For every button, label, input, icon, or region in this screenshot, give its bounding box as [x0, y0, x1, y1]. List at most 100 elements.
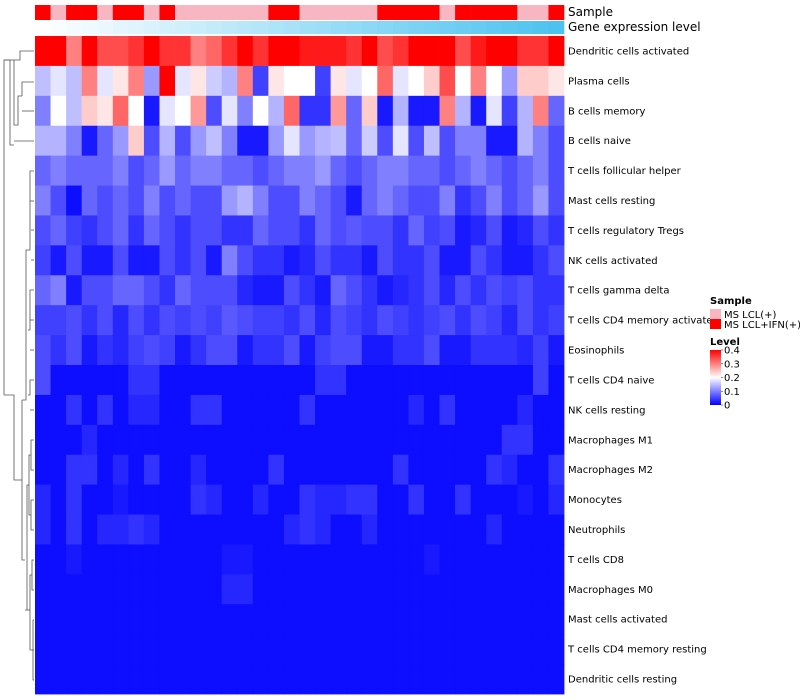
gene-annotation-cell: [159, 21, 176, 34]
heatmap-cell: [221, 514, 238, 545]
heatmap-cell: [81, 574, 98, 605]
heatmap-cell: [190, 245, 207, 276]
heatmap-cell: [66, 514, 83, 545]
heatmap-cell: [517, 335, 534, 366]
gene-annotation-cell: [330, 21, 347, 34]
gene-annotation-cell: [283, 21, 300, 34]
heatmap-cell: [408, 275, 425, 306]
heatmap-cell: [159, 335, 176, 366]
heatmap-cell: [486, 275, 503, 306]
heatmap-cell: [408, 335, 425, 366]
sample-annotation-cell: [283, 5, 300, 20]
heatmap-cell: [486, 155, 503, 186]
heatmap-cell: [517, 275, 534, 306]
heatmap-cell: [377, 514, 394, 545]
heatmap-cell: [423, 365, 440, 396]
heatmap-cell: [408, 634, 425, 665]
heatmap-cell: [143, 36, 160, 67]
heatmap-cell: [501, 484, 518, 515]
heatmap-cell: [66, 634, 83, 665]
heatmap-cell: [283, 155, 300, 186]
heatmap-cell: [97, 275, 114, 306]
heatmap-cell: [128, 544, 145, 575]
heatmap-cell: [423, 484, 440, 515]
sample-annotation-cell: [66, 5, 82, 20]
heatmap-cell: [81, 454, 98, 486]
heatmap-cell: [97, 155, 114, 186]
heatmap-cell: [175, 245, 191, 276]
heatmap-cell: [361, 514, 378, 545]
heatmap-cell: [221, 664, 238, 695]
heatmap-cell: [159, 394, 176, 426]
heatmap-cell: [190, 604, 207, 635]
heatmap-cell: [501, 125, 518, 157]
heatmap-cell: [35, 245, 51, 276]
sample-annotation-cell: [175, 5, 191, 20]
heatmap-cell: [470, 574, 487, 605]
heatmap-cell: [315, 305, 332, 336]
heatmap-cell: [35, 185, 51, 216]
heatmap-cell: [455, 215, 472, 246]
heatmap-cell: [532, 365, 549, 396]
gene-annotation-cell: [315, 21, 331, 34]
gene-annotation-cell: [252, 21, 269, 34]
heatmap-cell: [237, 365, 254, 396]
heatmap-cell: [221, 36, 238, 67]
row-dendrogram: [3, 50, 34, 681]
heatmap-cell: [486, 484, 503, 515]
heatmap-cell: [50, 424, 67, 456]
heatmap-cell: [81, 65, 98, 97]
heatmap-cell: [175, 514, 191, 545]
heatmap-cell: [268, 484, 285, 515]
heatmap-cell: [548, 155, 565, 186]
heatmap-cell: [112, 215, 129, 246]
heatmap-cell: [143, 604, 160, 635]
heatmap-cell: [159, 155, 176, 186]
heatmap-cell: [268, 394, 285, 426]
legend-label-ms-lcl-ifn: MS LCL+IFN(+): [724, 320, 800, 331]
heatmap-cell: [252, 365, 269, 396]
heatmap-cell: [159, 215, 176, 246]
heatmap-cell: [361, 215, 378, 246]
heatmap-cell: [190, 424, 207, 456]
heatmap-cell: [97, 634, 114, 665]
row-label: T cells CD4 naive: [567, 375, 654, 386]
heatmap-cell: [377, 394, 394, 426]
heatmap-cell: [283, 544, 300, 575]
heatmap-cell: [299, 215, 316, 246]
heatmap-cell: [268, 365, 285, 396]
heatmap-cell: [315, 245, 332, 276]
heatmap-cells: [35, 36, 565, 695]
heatmap-cell: [470, 185, 487, 216]
heatmap-cell: [221, 574, 238, 605]
heatmap-cell: [175, 185, 191, 216]
heatmap-cell: [128, 335, 145, 366]
heatmap-cell: [299, 36, 316, 67]
heatmap-cell: [66, 36, 83, 67]
heatmap-cell: [97, 185, 114, 216]
heatmap-cell: [35, 634, 51, 665]
heatmap-cell: [423, 95, 440, 127]
heatmap-cell: [175, 634, 191, 665]
heatmap-cell: [315, 215, 332, 246]
heatmap-cell: [252, 275, 269, 306]
heatmap-cell: [112, 604, 129, 635]
row-label: T cells CD4 memory activated: [567, 316, 719, 327]
sample-annotation-cell: [112, 5, 129, 20]
heatmap-cell: [346, 36, 363, 67]
heatmap-cell: [408, 65, 425, 97]
heatmap-cell: [486, 365, 503, 396]
heatmap-cell: [112, 275, 129, 306]
heatmap-cell: [268, 634, 285, 665]
heatmap-cell: [486, 36, 503, 67]
heatmap-cell: [439, 544, 456, 575]
heatmap-cell: [299, 454, 316, 486]
heatmap-cell: [237, 634, 254, 665]
heatmap-cell: [486, 245, 503, 276]
sample-annotation-cell: [81, 5, 98, 20]
heatmap-cell: [112, 574, 129, 605]
heatmap-cell: [455, 125, 472, 157]
sample-annotation-label: Sample: [568, 5, 613, 19]
heatmap-cell: [221, 155, 238, 186]
sample-annotation-cell: [361, 5, 378, 20]
